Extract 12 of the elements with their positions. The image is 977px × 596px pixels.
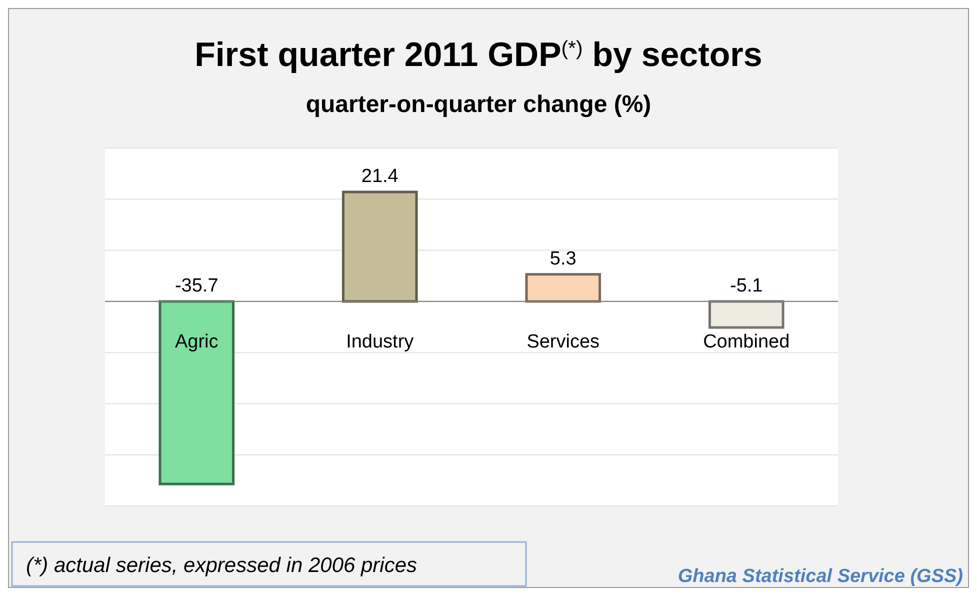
x-tick-label: Agric — [174, 331, 218, 352]
x-tick-label: Industry — [346, 331, 414, 352]
data-label: 21.4 — [361, 166, 399, 187]
text: Ghana Statistical Service (GSS) — [678, 566, 963, 587]
data-label: -35.7 — [174, 275, 218, 296]
chart-subtitle: quarter-on-quarter change (%) — [306, 91, 652, 118]
x-tick-label: Combined — [703, 331, 790, 352]
x-tick-label: Services — [526, 331, 600, 352]
data-label: 5.3 — [550, 248, 576, 270]
chart-title: First quarter 2011 GDP$^{(*)}$ by sectors — [194, 36, 762, 74]
text: (*) actual series, expressed in 2006 prices — [26, 554, 418, 577]
data-label: -5.1 — [730, 275, 763, 296]
